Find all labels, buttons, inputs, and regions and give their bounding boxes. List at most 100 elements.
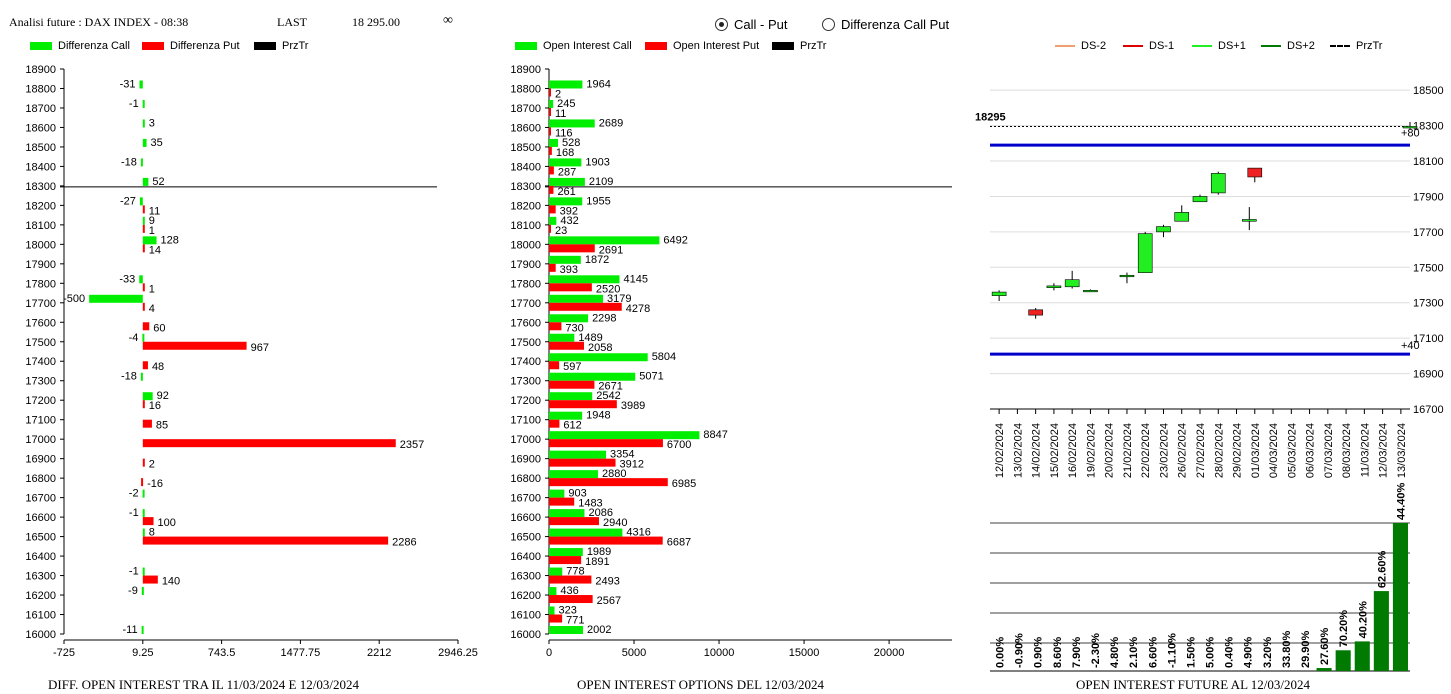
put-bar (549, 166, 554, 175)
oi-change-label: 40.20% (1357, 601, 1369, 639)
put-bar (549, 536, 663, 545)
y-tick-label: 17600 (25, 317, 56, 329)
call-value-label: -1 (129, 507, 139, 519)
call-value-label: 3179 (607, 293, 631, 305)
call-value-label: 92 (157, 390, 169, 402)
call-value-label: 8847 (703, 429, 727, 441)
call-bar (549, 489, 565, 498)
y-tick-label: 16500 (25, 532, 56, 544)
candle-body (1156, 226, 1171, 233)
put-value-label: 2 (149, 459, 155, 471)
put-value-label: 6700 (667, 439, 691, 451)
y-tick-label: 17500 (510, 337, 541, 349)
y-tick-label: 17500 (25, 337, 56, 349)
oi-change-label: 5.00% (1205, 637, 1217, 668)
candle-body (1137, 233, 1153, 273)
y-tick-label: 18800 (510, 83, 541, 95)
legend-diff-put: Differenza Put (142, 40, 240, 52)
radio-diff-label: Differenza Call Put (841, 17, 950, 32)
put-value-label: 23 (555, 225, 567, 237)
y-tick-label: 17800 (25, 278, 56, 290)
legend-prztr: PrzTr (1330, 40, 1382, 52)
call-bar (549, 606, 555, 615)
x-tick-label: 15/02/2024 (1049, 423, 1061, 478)
x-tick-label: 1477.75 (281, 647, 321, 659)
x-tick-label: 0 (546, 647, 552, 659)
radio-selected-icon[interactable] (715, 18, 728, 31)
call-value-label: 5071 (639, 371, 663, 383)
radio-call-put[interactable]: Call - Put (715, 17, 787, 32)
call-bar (549, 353, 648, 362)
call-bar (142, 528, 145, 537)
put-value-label: 287 (558, 166, 576, 178)
y-tick-label: 18800 (25, 83, 56, 95)
call-value-label: 1948 (586, 410, 610, 422)
call-bar (142, 567, 145, 576)
call-bar (142, 509, 145, 518)
call-bar (549, 528, 623, 537)
legend-ds-1: DS-1 (1123, 40, 1174, 52)
call-bar (142, 392, 153, 401)
call-bar (549, 587, 557, 596)
y-tick-label: 18300 (25, 181, 56, 193)
y-tick-label: 18600 (25, 122, 56, 134)
call-bar (549, 138, 558, 147)
y-tick-label: 16300 (25, 571, 56, 583)
put-value-label: 1 (149, 225, 155, 237)
put-value-label: 11 (149, 205, 160, 217)
call-value-label: 128 (161, 234, 179, 246)
put-value-label: 100 (158, 517, 176, 529)
y-tick-label: 18600 (510, 122, 541, 134)
infinity-symbol: ∞ (443, 13, 453, 28)
put-value-label: -16 (147, 478, 163, 490)
call-bar (549, 80, 583, 89)
put-bar (549, 595, 593, 604)
oi-change-bar (1373, 591, 1389, 671)
y-tick-label: 17700 (510, 298, 541, 310)
legend-diff-call: Differenza Call (30, 40, 130, 52)
call-bar (142, 138, 147, 147)
call-bar (549, 158, 582, 167)
y-tick-label: 18300 (510, 181, 541, 193)
y-tick-label: 17500 (1413, 262, 1444, 274)
y-tick-label: 16600 (510, 512, 541, 524)
oi-change-label: 6.60% (1147, 637, 1159, 668)
y-tick-label: 16800 (510, 473, 541, 485)
put-bar (549, 283, 592, 292)
radio-unselected-icon[interactable] (822, 18, 835, 31)
put-value-label: 730 (565, 322, 583, 334)
put-value-label: 612 (563, 420, 581, 432)
call-bar (142, 177, 149, 186)
y-tick-label: 17000 (510, 434, 541, 446)
call-value-label: 432 (560, 215, 578, 227)
x-tick-label: 2212 (367, 647, 391, 659)
oi-change-label: 27.60% (1319, 628, 1331, 666)
x-tick-label: 26/02/2024 (1177, 423, 1189, 478)
y-tick-label: 16900 (510, 454, 541, 466)
call-value-label: 1955 (586, 195, 610, 207)
oi-change-label: 4.90% (1243, 637, 1255, 668)
put-bar (142, 341, 247, 350)
call-bar (549, 509, 585, 518)
put-value-label: 2691 (599, 244, 623, 256)
call-value-label: 5804 (652, 351, 676, 363)
candle-body (991, 291, 1007, 296)
call-bar (549, 314, 589, 323)
put-value-label: 597 (563, 361, 581, 373)
call-value-label: -2 (129, 488, 139, 500)
candle-body (1192, 196, 1208, 203)
put-bar (142, 439, 396, 448)
lower-level-label: +40 (1401, 340, 1420, 352)
y-tick-label: 17100 (25, 415, 56, 427)
oi-change-label: 44.40% (1395, 482, 1407, 520)
put-value-label: 14 (149, 244, 161, 256)
put-value-label: 261 (557, 186, 575, 198)
y-tick-label: 18700 (25, 103, 56, 115)
y-tick-label: 17400 (25, 356, 56, 368)
candle-body (1242, 219, 1257, 222)
call-bar (549, 470, 598, 479)
call-bar (141, 626, 144, 634)
put-value-label: 1 (149, 283, 155, 295)
radio-diff-call-put[interactable]: Differenza Call Put (822, 17, 949, 32)
